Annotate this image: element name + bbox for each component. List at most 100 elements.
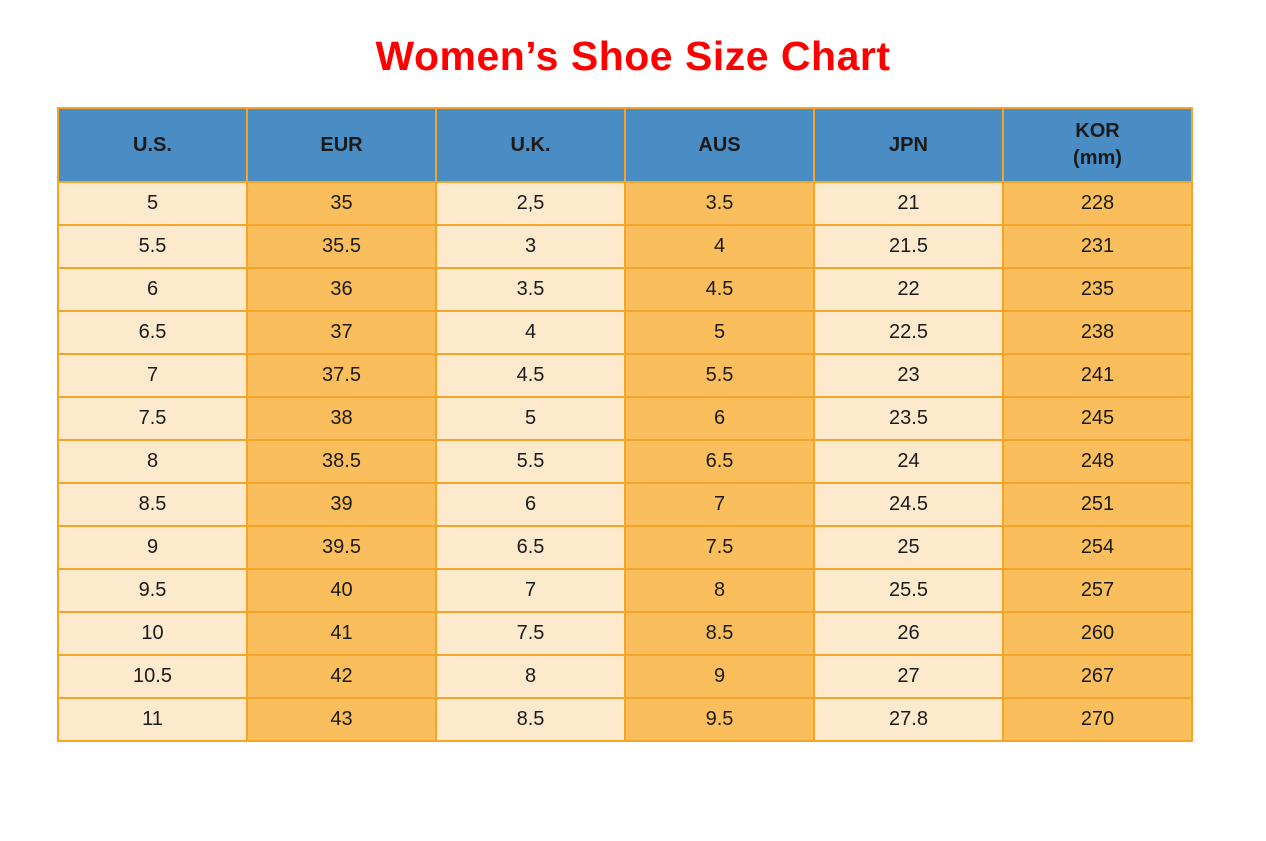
table-cell: 4.5: [435, 353, 626, 398]
table-cell: 6.5: [57, 310, 248, 355]
table-cell: 6: [624, 396, 815, 441]
table-cell: 228: [1002, 181, 1193, 226]
table-cell: 3.5: [624, 181, 815, 226]
table-header: U.S. EUR U.K. AUS JPN: [57, 107, 1193, 183]
table-cell: 4: [624, 224, 815, 269]
table-cell: 5.5: [435, 439, 626, 484]
table-cell: 11: [57, 697, 248, 742]
table-cell: 7.5: [435, 611, 626, 656]
table-cell: 24.5: [813, 482, 1004, 527]
table-cell: 4: [435, 310, 626, 355]
table-cell: 8: [57, 439, 248, 484]
table-cell: 8.5: [435, 697, 626, 742]
table-cell: 10: [57, 611, 248, 656]
table-cell: 23.5: [813, 396, 1004, 441]
table-cell: 21: [813, 181, 1004, 226]
column-header-label: AUS: [698, 133, 741, 156]
table-cell: 21.5: [813, 224, 1004, 269]
table-row: 8.5 39 6 7 24.5 251: [57, 482, 1193, 527]
table-cell: 4.5: [624, 267, 815, 312]
table-cell: 2,5: [435, 181, 626, 226]
table-cell: 245: [1002, 396, 1193, 441]
column-header-label: JPN: [889, 133, 928, 156]
table-cell: 7: [57, 353, 248, 398]
table-row: 10 41 7.5 8.5 26 260: [57, 611, 1193, 656]
table-cell: 8: [435, 654, 626, 699]
table-cell: 241: [1002, 353, 1193, 398]
table-row: 9.5 40 7 8 25.5 257: [57, 568, 1193, 613]
table-cell: 27: [813, 654, 1004, 699]
table-cell: 7: [624, 482, 815, 527]
column-header-label: U.K.: [510, 133, 551, 156]
table-cell: 5.5: [624, 353, 815, 398]
table-cell: 6: [435, 482, 626, 527]
shoe-size-table: U.S. EUR U.K. AUS JPN: [57, 107, 1193, 742]
table-cell: 9.5: [57, 568, 248, 613]
table-cell: 41: [246, 611, 437, 656]
table-row: 7.5 38 5 6 23.5 245: [57, 396, 1193, 441]
table-cell: 8.5: [624, 611, 815, 656]
table-cell: 5: [435, 396, 626, 441]
column-header-sublabel: (mm): [1073, 147, 1122, 169]
table-cell: 257: [1002, 568, 1193, 613]
table-cell: 37.5: [246, 353, 437, 398]
table-row: 5 35 2,5 3.5 21 228: [57, 181, 1193, 226]
column-header-label: U.S.: [133, 133, 172, 156]
table-cell: 22.5: [813, 310, 1004, 355]
table-cell: 10.5: [57, 654, 248, 699]
table-cell: 7.5: [57, 396, 248, 441]
table-cell: 9.5: [624, 697, 815, 742]
column-header-aus: AUS: [624, 107, 815, 183]
table-cell: 251: [1002, 482, 1193, 527]
table-cell: 38.5: [246, 439, 437, 484]
table-cell: 6.5: [624, 439, 815, 484]
table-row: 7 37.5 4.5 5.5 23 241: [57, 353, 1193, 398]
page-title: Women’s Shoe Size Chart: [375, 33, 891, 79]
table-cell: 42: [246, 654, 437, 699]
table-cell: 24: [813, 439, 1004, 484]
table-row: 10.5 42 8 9 27 267: [57, 654, 1193, 699]
table-cell: 9: [624, 654, 815, 699]
table-row: 11 43 8.5 9.5 27.8 270: [57, 697, 1193, 742]
header-row: U.S. EUR U.K. AUS JPN: [57, 107, 1193, 183]
column-header-jpn: JPN: [813, 107, 1004, 183]
table-cell: 7: [435, 568, 626, 613]
table-cell: 5: [624, 310, 815, 355]
table-cell: 39.5: [246, 525, 437, 570]
table-cell: 39: [246, 482, 437, 527]
table-cell: 7.5: [624, 525, 815, 570]
table-cell: 22: [813, 267, 1004, 312]
table-cell: 40: [246, 568, 437, 613]
table-cell: 3: [435, 224, 626, 269]
table-cell: 25.5: [813, 568, 1004, 613]
table-cell: 6.5: [435, 525, 626, 570]
table-cell: 35: [246, 181, 437, 226]
table-cell: 23: [813, 353, 1004, 398]
column-header-label: EUR: [320, 133, 363, 156]
table-row: 6 36 3.5 4.5 22 235: [57, 267, 1193, 312]
table-cell: 254: [1002, 525, 1193, 570]
table-cell: 36: [246, 267, 437, 312]
table-cell: 3.5: [435, 267, 626, 312]
table-cell: 38: [246, 396, 437, 441]
table-cell: 9: [57, 525, 248, 570]
table-cell: 235: [1002, 267, 1193, 312]
table-row: 9 39.5 6.5 7.5 25 254: [57, 525, 1193, 570]
table-cell: 37: [246, 310, 437, 355]
table-cell: 43: [246, 697, 437, 742]
table-cell: 5: [57, 181, 248, 226]
table-cell: 238: [1002, 310, 1193, 355]
column-header-us: U.S.: [57, 107, 248, 183]
table-cell: 260: [1002, 611, 1193, 656]
table-cell: 8.5: [57, 482, 248, 527]
table-cell: 6: [57, 267, 248, 312]
table-cell: 8: [624, 568, 815, 613]
table-cell: 5.5: [57, 224, 248, 269]
table-cell: 248: [1002, 439, 1193, 484]
table-cell: 27.8: [813, 697, 1004, 742]
column-header-eur: EUR: [246, 107, 437, 183]
column-header-uk: U.K.: [435, 107, 626, 183]
table-row: 8 38.5 5.5 6.5 24 248: [57, 439, 1193, 484]
table-cell: 231: [1002, 224, 1193, 269]
